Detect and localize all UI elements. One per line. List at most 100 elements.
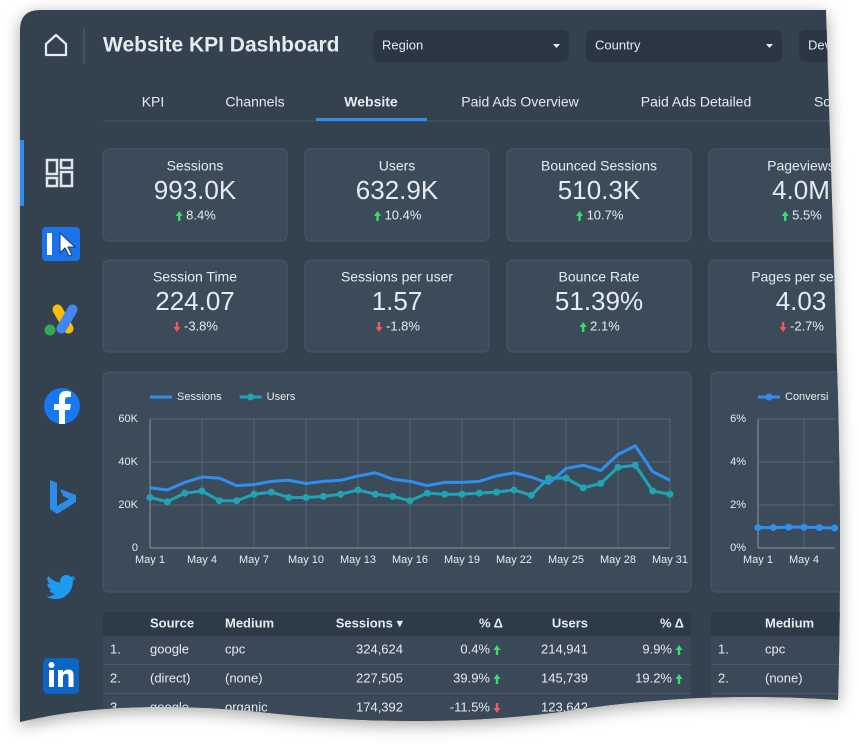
data-point — [320, 493, 327, 500]
tab[interactable]: Channels — [225, 94, 284, 110]
y-tick-label: 0 — [132, 542, 138, 554]
data-point — [597, 480, 604, 487]
tab[interactable]: Soc — [814, 94, 838, 110]
x-tick-label: May 16 — [392, 554, 428, 566]
table-cell: cpc — [225, 641, 246, 656]
data-point — [372, 491, 379, 498]
table-cell: google — [150, 641, 189, 656]
kpi-label: Session Time — [153, 269, 237, 285]
kpi-card — [709, 260, 859, 352]
filter-dropdown[interactable] — [586, 30, 782, 62]
table-cell: 324,624 — [356, 641, 403, 656]
kpi-card — [507, 260, 691, 352]
kpi-change: 8.4% — [186, 207, 216, 222]
tab[interactable]: Paid Ads Overview — [461, 94, 579, 110]
data-point — [441, 491, 448, 498]
data-point — [770, 524, 777, 531]
data-point — [785, 524, 792, 531]
tab[interactable]: Paid Ads Detailed — [641, 94, 752, 110]
kpi-label: Pageviews — [767, 158, 835, 174]
home-icon[interactable] — [46, 35, 66, 55]
column-header[interactable]: Sessions ▾ — [336, 615, 404, 630]
analytics-icon[interactable] — [42, 227, 80, 261]
dropdown-caret — [553, 44, 560, 48]
data-point — [251, 491, 258, 498]
filter-label: Region — [382, 37, 423, 52]
dashboard-icon[interactable] — [47, 160, 72, 186]
up-arrow — [176, 211, 183, 221]
data-point — [545, 475, 552, 482]
data-point — [801, 524, 808, 531]
kpi-card — [709, 149, 859, 241]
x-tick-label: May 28 — [600, 554, 636, 566]
data-point — [667, 491, 674, 498]
x-tick-label: May 19 — [444, 554, 480, 566]
sidebar-active-indicator — [20, 140, 24, 206]
table-cell: 1. — [110, 641, 121, 656]
table-cell: 1. — [718, 641, 729, 656]
kpi-label: Users — [379, 158, 416, 174]
table-cell: 2. — [718, 670, 729, 685]
bing-icon[interactable] — [50, 480, 76, 514]
legend-marker — [247, 394, 254, 401]
data-point — [303, 494, 310, 501]
tab[interactable]: Website — [344, 94, 398, 110]
table-cell: 39.9% — [453, 670, 490, 685]
kpi-value: 4.0M — [772, 175, 830, 205]
x-tick-label: May 1 — [743, 554, 773, 566]
twitter-icon[interactable] — [46, 575, 76, 599]
table-cell: 19.2% — [635, 670, 672, 685]
y-tick-label: 2% — [730, 499, 746, 511]
table-cell: 3. — [718, 699, 729, 714]
kpi-card — [103, 149, 287, 241]
facebook-icon[interactable] — [44, 388, 80, 424]
kpi-label: Bounced Sessions — [541, 158, 657, 174]
x-tick-label: May 7 — [239, 554, 269, 566]
table-cell: 2. — [110, 670, 121, 685]
x-tick-label: May 25 — [548, 554, 584, 566]
column-header: Source — [150, 615, 194, 630]
data-point — [816, 524, 823, 531]
data-point — [233, 497, 240, 504]
dashboard-title: Website KPI Dashboard — [103, 34, 340, 57]
column-header: Users — [552, 615, 588, 630]
table-cell: cpc — [765, 641, 786, 656]
table-cell: (none) — [225, 670, 263, 685]
filter-dropdown[interactable] — [373, 30, 569, 62]
data-point — [459, 491, 466, 498]
table-cell: 123,642 — [541, 699, 588, 714]
google-ads-icon[interactable] — [45, 303, 80, 336]
up-arrow — [494, 645, 501, 655]
kpi-value: 224.07 — [155, 286, 235, 316]
data-point — [615, 464, 622, 471]
up-arrow — [676, 674, 683, 684]
x-tick-label: May 13 — [340, 554, 376, 566]
data-point — [407, 497, 414, 504]
data-point — [181, 490, 188, 497]
kpi-card — [507, 149, 691, 241]
legend-marker — [766, 394, 773, 401]
column-header: Medium — [225, 615, 274, 630]
series-line — [150, 446, 670, 490]
data-point — [389, 493, 396, 500]
kpi-change: 10.4% — [385, 207, 422, 222]
y-tick-label: 40K — [118, 456, 138, 468]
kpi-change: -2.7% — [790, 318, 824, 333]
tab[interactable]: KPI — [142, 94, 165, 110]
table-cell: 214,941 — [541, 641, 588, 656]
data-point — [580, 484, 587, 491]
kpi-change: 2.1% — [590, 318, 620, 333]
x-tick-label: May 31 — [652, 554, 688, 566]
kpi-label: Pages per sessi — [751, 269, 851, 285]
kpi-card — [305, 260, 489, 352]
chart-panel — [711, 372, 859, 592]
kpi-card — [103, 260, 287, 352]
table-cell: organic — [225, 699, 268, 714]
active-tab-underline — [316, 118, 427, 121]
table-cell: 9.9% — [642, 641, 672, 656]
linkedin-icon[interactable] — [43, 658, 79, 694]
